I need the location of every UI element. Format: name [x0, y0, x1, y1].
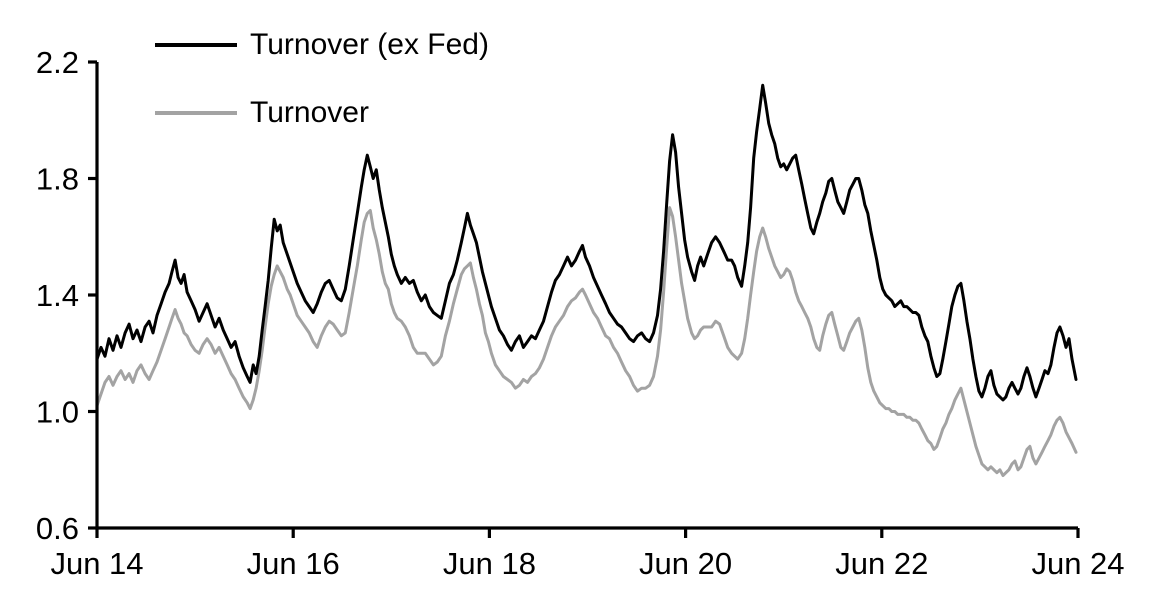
x-tick-label: Jun 16 — [247, 546, 340, 581]
legend-line-swatch-gray — [155, 111, 237, 115]
series-line-turnover-ex-fed — [95, 83, 1078, 402]
legend-item-turnover: Turnover — [155, 85, 489, 141]
y-tick-label: 1.4 — [36, 278, 79, 313]
x-tick-label: Jun 18 — [443, 546, 536, 581]
chart-legend: Turnover (ex Fed) Turnover — [155, 17, 489, 153]
legend-line-swatch-black — [155, 43, 237, 47]
y-tick-label: 0.6 — [36, 511, 79, 546]
y-tick-label: 1.8 — [36, 162, 79, 197]
legend-label-turnover: Turnover — [250, 96, 369, 129]
x-tick-label: Jun 24 — [1031, 546, 1124, 581]
legend-label-turnover-ex-fed: Turnover (ex Fed) — [250, 28, 489, 61]
y-tick-label: 2.2 — [36, 45, 79, 80]
legend-item-turnover-ex-fed: Turnover (ex Fed) — [155, 17, 489, 73]
y-tick-label: 1.0 — [36, 395, 79, 430]
series-line-turnover — [95, 206, 1078, 478]
x-tick-label: Jun 22 — [835, 546, 928, 581]
x-tick-label: Jun 20 — [639, 546, 732, 581]
x-tick-label: Jun 14 — [50, 546, 143, 581]
